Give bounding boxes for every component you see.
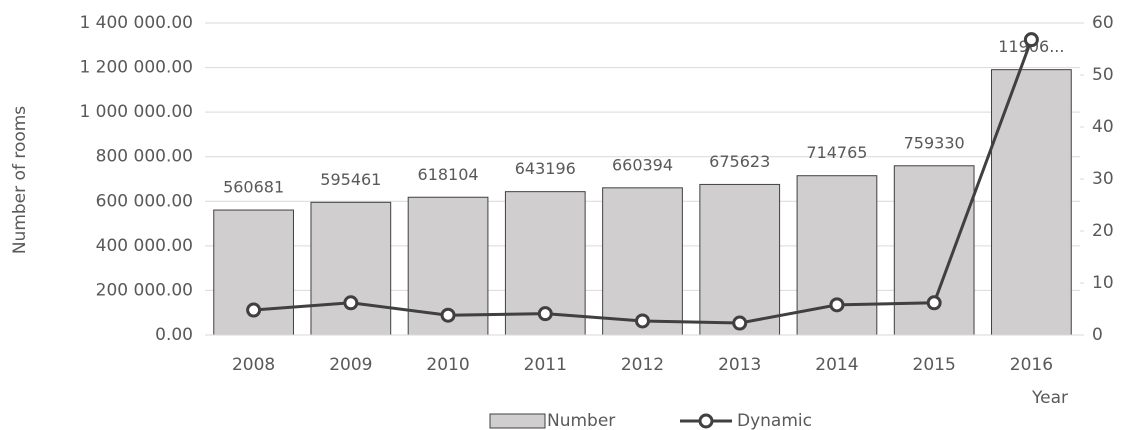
line-marker: [343, 295, 359, 311]
y2-tick-label: 10: [1092, 273, 1114, 293]
data-label: 595461: [320, 170, 381, 189]
y-tick-label: 1 400 000.00: [79, 13, 193, 33]
x-tick-label: 2013: [718, 355, 761, 375]
y2-tick-label: 30: [1092, 169, 1114, 189]
y-tick-label: 600 000.00: [96, 191, 193, 211]
y-tick-label: 1 200 000.00: [79, 58, 193, 78]
y-tick-label: 1 000 000.00: [79, 102, 193, 122]
line-marker: [635, 313, 650, 329]
line-marker: [732, 315, 748, 331]
line-marker: [1023, 32, 1039, 48]
y-tick-label: 200 000.00: [96, 280, 193, 300]
legend-label: Dynamic: [737, 411, 812, 430]
line-marker: [537, 306, 553, 322]
bar: [699, 183, 781, 336]
x-tick-label: 2010: [426, 355, 469, 375]
y2-tick-label: 40: [1092, 117, 1114, 137]
y2-tick-label: 20: [1092, 221, 1114, 241]
x-axis-label: Year: [1031, 388, 1068, 408]
data-label: 759330: [904, 133, 965, 152]
x-tick-label: 2009: [329, 355, 372, 375]
legend-swatch: [489, 413, 546, 429]
data-label: 675623: [709, 152, 770, 171]
data-label: 618104: [418, 165, 479, 184]
x-tick-label: 2016: [1010, 355, 1053, 375]
x-tick-label: 2014: [815, 355, 858, 375]
data-label: 714765: [806, 143, 867, 162]
y-tick-label: 400 000.00: [96, 236, 193, 256]
bar: [602, 187, 683, 336]
bar: [310, 201, 392, 336]
data-label: 560681: [223, 178, 284, 197]
y2-tick-label: 60: [1092, 13, 1114, 33]
y-tick-label: 800 000.00: [96, 147, 193, 167]
legend-label: Number: [547, 411, 615, 430]
line-marker: [440, 307, 456, 323]
y2-tick-label: 0: [1092, 325, 1103, 345]
y2-tick-label: 50: [1092, 65, 1114, 85]
data-label: 643196: [515, 159, 576, 178]
legend-swatch: [698, 413, 714, 429]
bar: [991, 69, 1072, 336]
y-axis-label: Number of rooms: [10, 106, 30, 254]
line-marker: [829, 297, 845, 313]
y-tick-label: 0.00: [155, 325, 193, 345]
data-label: 660394: [612, 155, 673, 174]
line-marker: [926, 295, 942, 311]
x-tick-label: 2012: [621, 355, 664, 375]
line-marker: [246, 302, 262, 318]
x-tick-label: 2011: [524, 355, 567, 375]
x-tick-label: 2008: [232, 355, 275, 375]
x-tick-label: 2015: [913, 355, 956, 375]
